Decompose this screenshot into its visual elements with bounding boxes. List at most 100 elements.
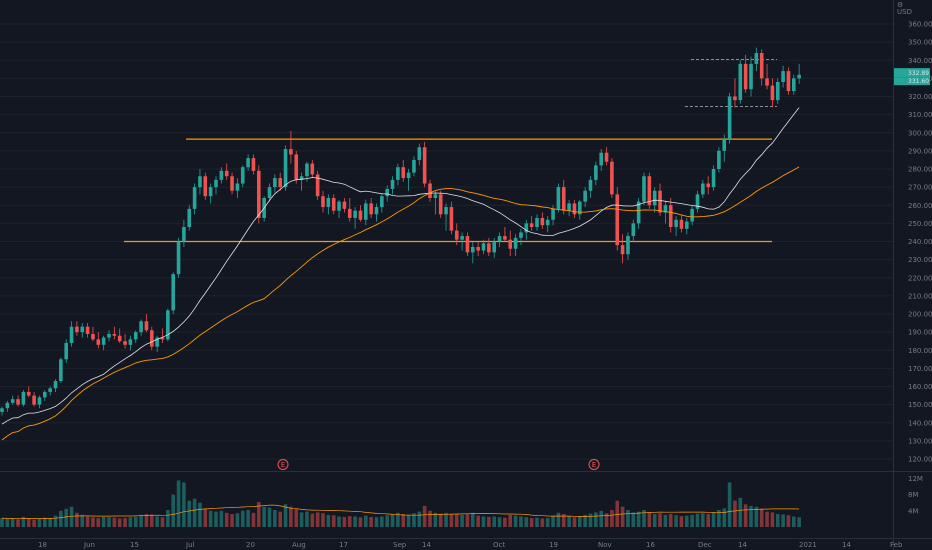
candle-body-47 [251,158,256,171]
volume-bar-116 [620,506,625,527]
candle-body-81 [433,194,438,198]
candle-body-1 [5,402,10,409]
volume-bar-114 [610,509,614,527]
candle-body-13 [69,326,74,343]
time-label-1: Jun [83,541,95,549]
time-label-0: 18 [38,541,47,549]
volume-bar-129 [690,514,694,527]
volume-bar-131 [701,513,705,527]
candle-body-137 [733,96,737,101]
volume-bar-144 [770,512,775,527]
candle-body-2 [10,399,15,403]
volume-tick-12M: 12M [908,475,923,483]
volume-bar-128 [685,515,689,527]
candle-body-20 [107,333,111,338]
volume-bar-105 [561,514,566,527]
volume-bar-139 [743,504,748,527]
candle-body-55 [294,154,299,180]
volume-bar-61 [326,514,331,527]
candle-body-62 [331,198,336,211]
volume-bar-64 [342,516,347,527]
candle-body-121 [647,176,652,206]
volume-bar-127 [679,516,684,527]
candle-body-68 [364,203,368,220]
volume-bar-133 [711,512,716,527]
price-tick-190: 190.00 [908,329,932,337]
volume-bar-62 [331,515,336,527]
volume-bar-54 [289,506,293,527]
candle-body-56 [299,176,304,180]
volume-bar-9 [48,518,52,527]
volume-bar-123 [658,513,662,527]
candle-body-3 [16,399,20,405]
volume-bar-30 [160,517,165,527]
earnings-label-1: E [592,461,596,469]
time-axis[interactable]: 18 Jun 15 Jul 20 Aug 17 Sep 14 Oct 19 Nov 16 Dec 14 202… [38,541,903,549]
volume-bar-113 [604,513,609,527]
volume-bar-58 [310,513,315,527]
candle-body-138 [738,63,743,101]
candle-body-45 [240,167,245,184]
currency-settings[interactable]: ⚙ USD [897,2,912,16]
candle-body-127 [679,219,684,229]
last-price-sub-box [894,77,930,86]
ma-slow-line [1,166,800,441]
candle-body-46 [246,158,250,168]
price-tick-170: 170.00 [908,365,932,373]
candle-body-28 [150,330,154,347]
candle-body-8 [43,391,47,398]
volume-bar-121 [647,512,652,527]
gear-icon[interactable]: ⚙ [897,1,904,9]
volume-bar-80 [428,510,432,527]
candle-body-132 [706,183,710,188]
candle-body-63 [337,201,341,211]
volume-bar-87 [465,514,470,527]
candle-body-70 [374,207,379,215]
volume-bar-102 [545,518,550,527]
candle-body-101 [540,217,545,226]
volume-bar-101 [540,518,545,527]
candle-body-139 [743,63,748,90]
price-tick-260: 260.00 [908,202,932,210]
volume-bar-91 [487,516,491,527]
volume-bar-35 [187,500,192,527]
time-label-2: 15 [130,541,139,549]
volume-bar-75 [401,514,406,527]
last-price-box [894,68,930,78]
price-tick-130: 130.00 [908,437,932,445]
volume-bar-21 [112,517,117,527]
price-tick-220: 220.00 [908,274,932,282]
volume-bar-84 [449,514,454,527]
volume-bar-115 [615,500,620,527]
volume-bar-97 [519,516,523,527]
candle-body-12 [64,343,68,360]
volume-bar-67 [358,517,363,527]
candle-body-133 [711,169,716,188]
candle-body-141 [754,53,759,64]
volume-bar-47 [251,512,256,527]
volume-bar-22 [117,518,122,527]
candle-body-105 [561,187,566,211]
time-label-4: 20 [246,541,255,549]
candle-body-80 [428,183,432,198]
volume-bar-66 [353,516,357,527]
time-label-8: 14 [422,541,431,549]
candle-body-16 [85,326,90,334]
volume-bar-34 [182,482,186,527]
volume-bar-106 [567,516,571,527]
time-label-15: 2021 [799,541,817,549]
volume-bar-39 [208,510,213,527]
volume-bar-72 [385,515,389,527]
candle-body-9 [48,388,52,392]
volume-bar-117 [626,509,630,527]
volume-bar-83 [444,512,448,527]
candle-body-74 [396,167,400,180]
volume-bar-18 [96,518,101,527]
time-label-9: Oct [493,541,505,549]
candle-body-102 [545,219,550,226]
volume-bar-89 [476,515,480,527]
price-axis[interactable]: 120.00 130.00 140.00 150.00 160.00 170.00 180.… [908,21,932,464]
